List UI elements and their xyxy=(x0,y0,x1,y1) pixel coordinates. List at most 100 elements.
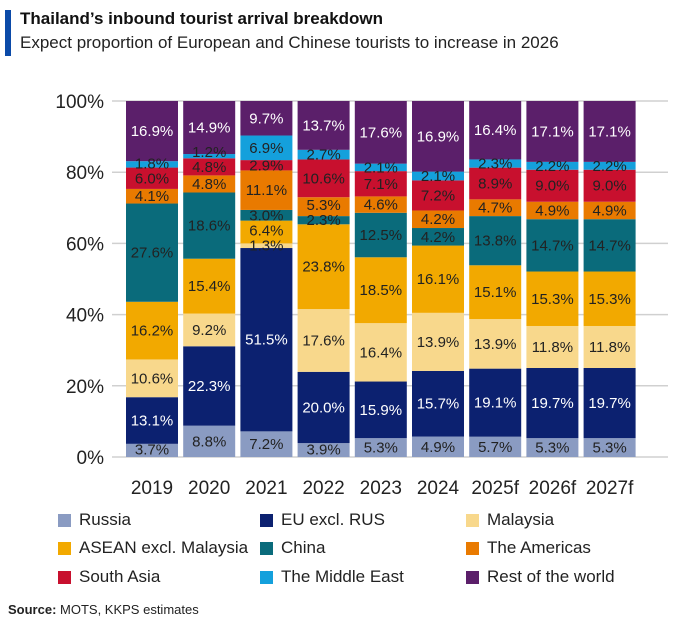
data-label: 17.6% xyxy=(360,124,403,141)
data-label: 2.2% xyxy=(592,158,626,175)
bar-segment xyxy=(183,158,236,176)
data-label: 13.9% xyxy=(417,334,460,351)
legend-label: China xyxy=(281,538,326,557)
bar-segment xyxy=(412,245,464,313)
data-label: 16.9% xyxy=(131,123,174,140)
bar-segment xyxy=(583,161,636,170)
data-label: 16.9% xyxy=(417,128,460,145)
data-label: 16.4% xyxy=(474,122,517,139)
x-tick-label: 2020 xyxy=(188,478,230,499)
bar-segment xyxy=(126,161,178,168)
bar-segment xyxy=(412,228,464,246)
data-label: 1.8% xyxy=(135,155,169,172)
bar-segment xyxy=(183,258,236,314)
bar-segment xyxy=(126,443,178,457)
data-label: 4.2% xyxy=(421,229,455,246)
data-label: 2.3% xyxy=(306,212,340,229)
bar-segment xyxy=(297,443,350,457)
bar-segment xyxy=(583,438,636,457)
data-label: 8.9% xyxy=(478,175,512,192)
bar-segment xyxy=(469,101,522,160)
bar-segment xyxy=(126,359,178,398)
bar-segment xyxy=(126,101,178,162)
legend-label: EU excl. RUS xyxy=(281,510,385,529)
bar-segment xyxy=(469,216,522,266)
data-label: 13.7% xyxy=(302,117,345,134)
data-label: 19.7% xyxy=(588,395,631,412)
bar-segment xyxy=(354,257,407,324)
legend-label: Rest of the world xyxy=(487,567,615,586)
data-label: 23.8% xyxy=(302,259,345,276)
bar-segment xyxy=(526,201,579,220)
chart-subtitle: Expect proportion of European and Chines… xyxy=(20,33,559,52)
data-label: 3.9% xyxy=(306,442,340,459)
bar-segment xyxy=(354,212,407,258)
bar-segment xyxy=(240,220,293,244)
bar-segment xyxy=(297,149,350,160)
data-label: 6.4% xyxy=(249,223,283,240)
legend-label: The Middle East xyxy=(281,567,404,586)
bar-segment xyxy=(526,101,579,162)
bar-segment xyxy=(583,271,636,326)
data-label: 11.8% xyxy=(532,339,573,356)
title-accent-bar xyxy=(5,10,11,56)
legend-item: ASEAN excl. Malaysia xyxy=(58,538,248,558)
bar-segment xyxy=(469,167,522,200)
y-tick-label: 80% xyxy=(66,163,104,184)
legend-item: The Middle East xyxy=(260,567,404,587)
bar-segment xyxy=(583,325,636,368)
data-label: 5.3% xyxy=(364,440,398,457)
bar-segment xyxy=(354,381,407,439)
bar-segment xyxy=(583,219,636,272)
bar-segment xyxy=(526,161,579,170)
bar-segment xyxy=(240,209,293,221)
data-label: 13.1% xyxy=(131,413,174,430)
data-label: 2.9% xyxy=(249,157,283,174)
legend-label: Russia xyxy=(79,510,131,529)
bar-segment xyxy=(412,312,464,371)
data-label: 15.3% xyxy=(531,291,574,308)
data-label: 22.3% xyxy=(188,378,231,395)
data-label: 16.1% xyxy=(417,271,460,288)
chart-title: Thailand’s inbound tourist arrival break… xyxy=(20,9,384,28)
data-label: 19.1% xyxy=(474,395,517,412)
legend-swatch xyxy=(466,541,479,555)
bar-segment xyxy=(583,169,636,202)
source-note: Source: MOTS, KKPS estimates xyxy=(8,602,199,617)
data-label: 4.9% xyxy=(535,202,569,219)
legend-label: Malaysia xyxy=(487,510,555,529)
bar-segment xyxy=(412,436,464,457)
data-label: 11.1% xyxy=(246,182,287,199)
legend-swatch xyxy=(58,513,71,527)
data-label: 17.6% xyxy=(302,332,345,349)
data-label: 5.7% xyxy=(478,439,512,456)
bar-segment xyxy=(583,201,636,220)
data-label: 10.6% xyxy=(302,170,345,187)
data-label: 3.0% xyxy=(249,207,283,224)
bar-segment xyxy=(412,171,464,181)
bar-segment xyxy=(240,243,293,249)
data-label: 6.0% xyxy=(135,170,169,187)
data-label: 3.7% xyxy=(135,442,169,459)
bar-segment xyxy=(297,309,350,372)
data-label: 13.9% xyxy=(474,336,517,353)
x-tick-label: 2025f xyxy=(471,478,519,499)
legend-item: China xyxy=(260,538,325,558)
data-label: 14.7% xyxy=(588,237,631,254)
x-tick-label: 2021 xyxy=(245,478,287,499)
data-label: 15.7% xyxy=(417,396,460,413)
bar-segment xyxy=(126,188,178,204)
legend-item: Russia xyxy=(58,510,131,530)
bar-segment xyxy=(412,101,464,172)
bar-segment xyxy=(183,425,236,457)
data-label: 2.3% xyxy=(478,156,512,173)
bar-segment xyxy=(240,431,293,457)
data-label: 2.7% xyxy=(306,147,340,164)
bar-segment xyxy=(469,159,522,168)
data-label: 10.6% xyxy=(131,370,174,387)
y-tick-label: 40% xyxy=(66,306,104,327)
bar-segment xyxy=(354,196,407,213)
bar-segment xyxy=(526,325,579,368)
bar-segment xyxy=(354,438,407,457)
